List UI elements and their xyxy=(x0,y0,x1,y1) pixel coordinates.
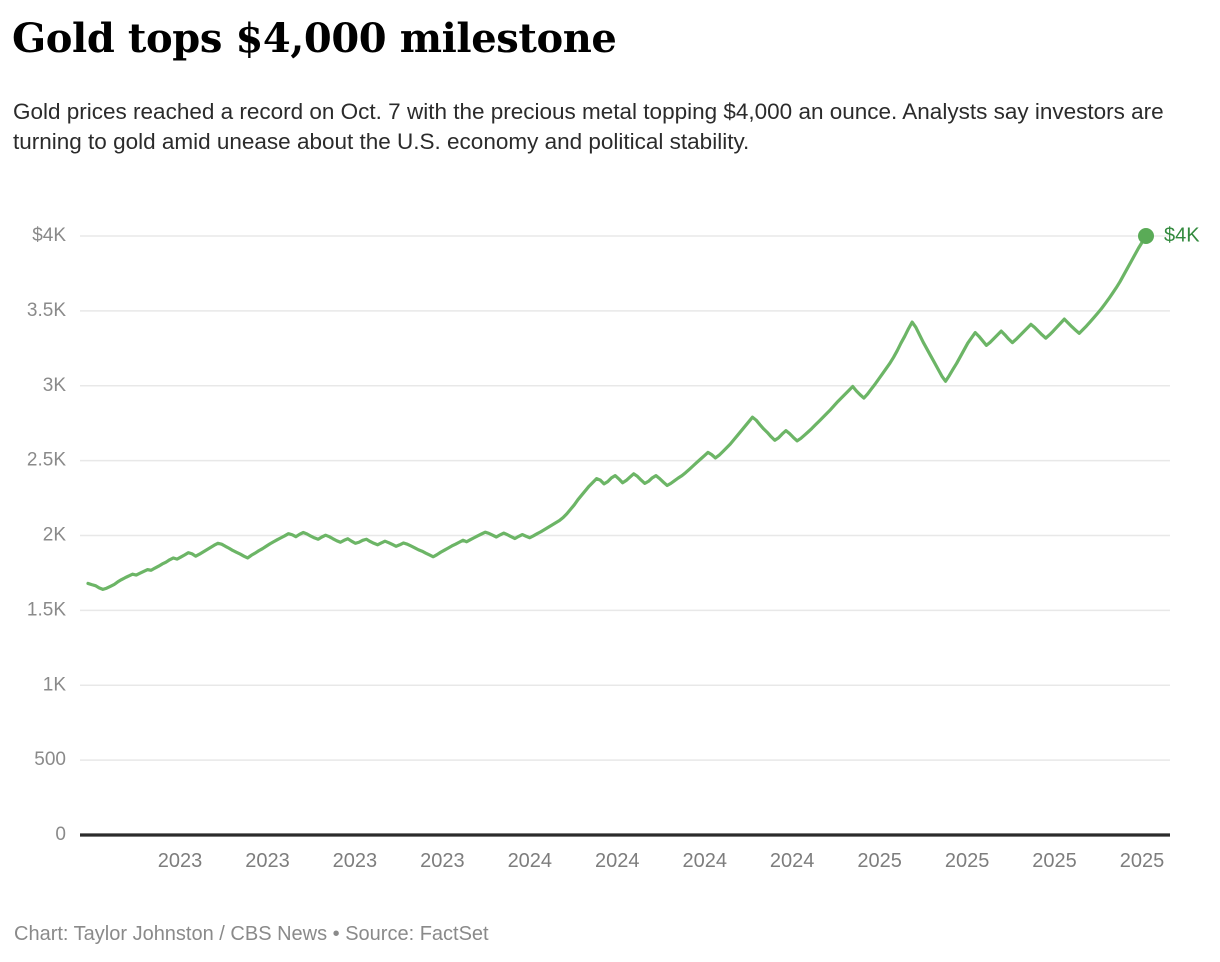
x-axis-tick-label: 2025 xyxy=(1032,850,1077,872)
y-axis-tick-label: 0 xyxy=(55,824,66,845)
x-axis-tick-label: 2025 xyxy=(945,850,990,872)
y-axis-tick-label: 500 xyxy=(34,749,66,770)
y-axis-tick-label: 3K xyxy=(43,375,67,396)
x-axis-tick-label: 2023 xyxy=(245,850,290,872)
y-axis-tick-label: 2.5K xyxy=(27,450,66,471)
x-axis-tick-label: 2025 xyxy=(1120,850,1165,872)
y-axis-tick-label: 1K xyxy=(43,674,67,695)
x-axis-tick-label: 2023 xyxy=(158,850,203,872)
chart-subtitle: Gold prices reached a record on Oct. 7 w… xyxy=(13,99,1164,154)
chart-credit: Chart: Taylor Johnston / CBS News • Sour… xyxy=(14,923,489,945)
x-axis-tick-label: 2025 xyxy=(857,850,902,872)
x-axis-tick-label: 2024 xyxy=(682,850,727,872)
y-axis-tick-label: 1.5K xyxy=(27,599,66,620)
y-axis-tick-label: $4K xyxy=(32,225,66,246)
gold-price-line xyxy=(86,234,1148,592)
line-chart: 0 500 1K 1.5K 2K 2.5K 3K 3.5K $4K 2023 2023 2023 202… xyxy=(27,224,1200,872)
x-axis-tick-label: 2024 xyxy=(508,850,553,872)
page-title: Gold tops $4,000 milestone xyxy=(12,15,617,62)
y-axis-tick-label: 2K xyxy=(43,525,67,546)
x-axis-tick-label: 2023 xyxy=(420,850,465,872)
chart-container: 0 500 1K 1.5K 2K 2.5K 3K 3.5K $4K 2023 2023 2023 202… xyxy=(0,210,1220,900)
x-axis-tick-label: 2024 xyxy=(595,850,640,872)
x-axis-tick-label: 2023 xyxy=(333,850,378,872)
endpoint-value-label: $4K xyxy=(1164,224,1200,246)
endpoint-dot xyxy=(1138,228,1154,244)
y-axis-tick-label: 3.5K xyxy=(27,300,66,321)
x-axis-tick-label: 2024 xyxy=(770,850,815,872)
